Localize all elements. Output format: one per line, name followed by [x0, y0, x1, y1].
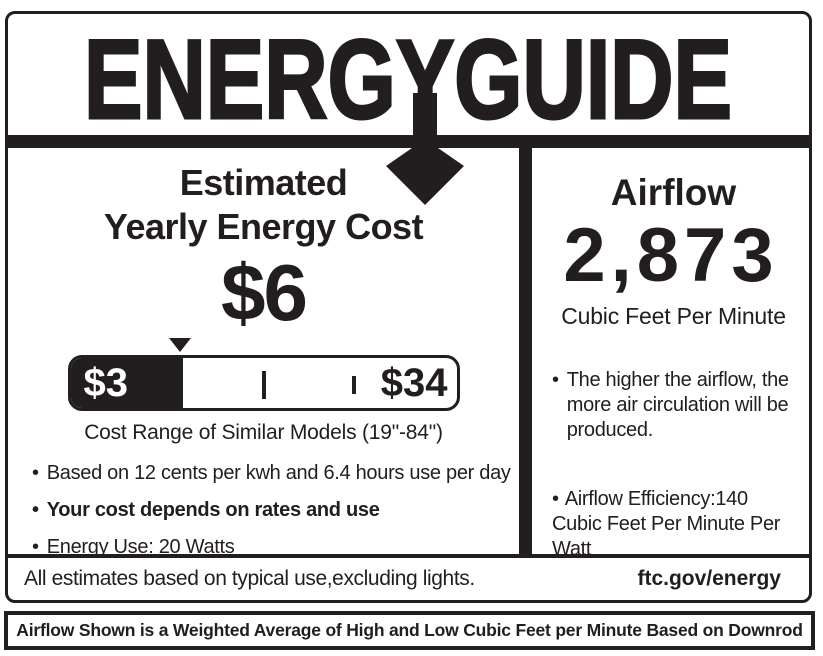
cost-heading-line2: Yearly Energy Cost [103, 206, 424, 247]
cost-bar-tick [261, 371, 266, 399]
bullet-airflow-circulation: • The higher the airflow, the more air c… [552, 368, 795, 443]
bullet-text: Airflow Efficiency:140 Cubic Feet Per Mi… [552, 488, 781, 560]
cost-bar-min-label: $3 [83, 360, 129, 405]
label-outer-box: ENERGYGUIDE Estimated Yearly Energy Cost… [5, 11, 812, 603]
cost-bullet-list: • Based on 12 cents per kwh and 6.4 hour… [8, 455, 519, 566]
main-panels: Estimated Yearly Energy Cost $6 $3 $34 [8, 148, 809, 561]
cost-heading-line1: Estimated [179, 162, 348, 203]
panel-divider [519, 148, 532, 554]
bullet-text: Energy Use: 20 Watts [46, 536, 235, 558]
bullet-icon: • [32, 536, 39, 558]
ftc-website-link: ftc.gov/energy [637, 567, 781, 590]
down-arrow-icon [386, 93, 464, 205]
title-band: ENERGYGUIDE [8, 14, 809, 136]
bullet-icon: • [32, 499, 39, 521]
bullet-rate-assumption: • Based on 12 cents per kwh and 6.4 hour… [32, 455, 519, 492]
footer-note: All estimates based on typical use,exclu… [24, 567, 475, 590]
cost-marker-triangle-icon [168, 338, 191, 352]
bullet-text: The higher the airflow, the more air cir… [566, 369, 789, 441]
bullet-icon: • [32, 462, 39, 484]
energy-cost-panel: Estimated Yearly Energy Cost $6 $3 $34 [8, 148, 519, 558]
cost-heading: Estimated Yearly Energy Cost [8, 161, 519, 249]
downrod-note-text: Airflow Shown is a Weighted Average of H… [16, 620, 803, 640]
cost-range-caption: Cost Range of Similar Models (19"-84") [84, 421, 443, 444]
bullet-text: Based on 12 cents per kwh and 6.4 hours … [46, 462, 511, 484]
yearly-cost-value: $6 [221, 248, 308, 337]
cost-range-scale: $3 $34 [67, 355, 460, 411]
footer-strip: All estimates based on typical use,exclu… [8, 554, 809, 600]
downrod-note-box: Airflow Shown is a Weighted Average of H… [4, 611, 815, 650]
bullet-icon: • [552, 488, 559, 510]
cost-bar-low-segment: $3 [70, 358, 183, 408]
airflow-unit: Cubic Feet Per Minute [561, 303, 786, 329]
airflow-heading: Airflow [610, 172, 737, 213]
cost-range-bar: $3 $34 [67, 338, 460, 411]
bullet-text: Your cost depends on rates and use [46, 499, 380, 521]
airflow-value: 2,873 [563, 213, 779, 298]
bullet-airflow-efficiency: • Airflow Efficiency:140 Cubic Feet Per M… [552, 487, 795, 562]
bullet-cost-depends: • Your cost depends on rates and use [32, 492, 519, 529]
airflow-panel: Airflow 2,873 Cubic Feet Per Minute • Th… [532, 148, 809, 561]
title-divider-bar [8, 135, 809, 148]
bullet-energy-use: • Energy Use: 20 Watts [32, 529, 519, 566]
cost-bar-tick [351, 376, 356, 394]
cost-bar-max-label: $34 [380, 360, 448, 405]
bullet-icon: • [552, 369, 559, 391]
title-text: ENERGYGUIDE [84, 17, 732, 135]
energyguide-wordmark: ENERGYGUIDE [83, 16, 734, 136]
